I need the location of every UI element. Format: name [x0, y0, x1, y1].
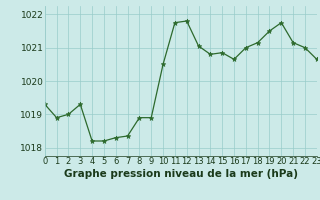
X-axis label: Graphe pression niveau de la mer (hPa): Graphe pression niveau de la mer (hPa) [64, 169, 298, 179]
